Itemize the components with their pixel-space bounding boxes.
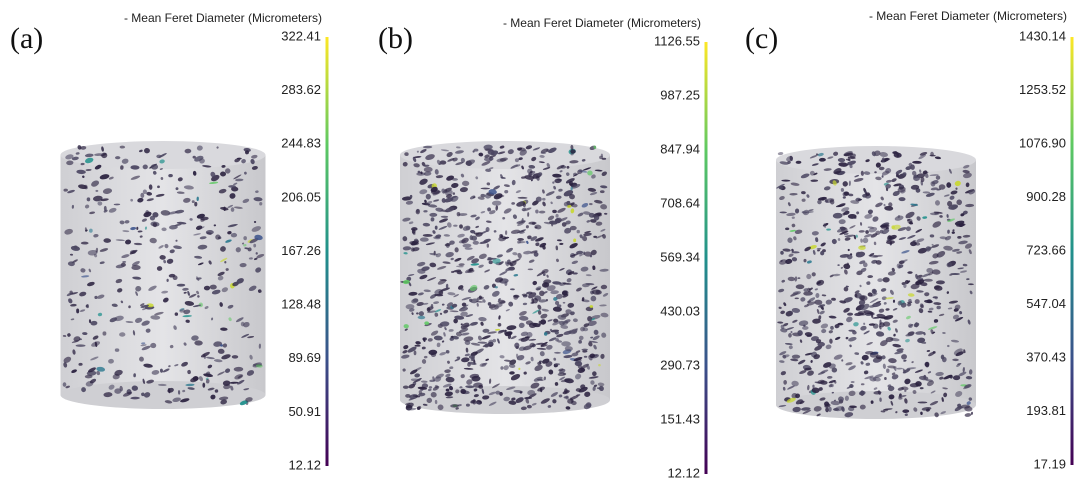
colorbar-tick-label: 1253.52 bbox=[1019, 82, 1066, 97]
pore bbox=[220, 344, 223, 346]
colorbar bbox=[326, 37, 329, 466]
pore bbox=[429, 213, 437, 217]
colorbar-tick-label: 370.43 bbox=[1026, 349, 1066, 364]
pore bbox=[405, 394, 410, 398]
colorbar-tick-label: 322.41 bbox=[281, 28, 321, 43]
colorbar-tick-label: 900.28 bbox=[1026, 189, 1066, 204]
colorbar bbox=[705, 42, 708, 474]
pore bbox=[518, 368, 520, 370]
colorbar-tick-label: 290.73 bbox=[660, 357, 700, 372]
pore bbox=[63, 189, 68, 192]
pore bbox=[151, 164, 158, 170]
colorbar-tick-label: 987.25 bbox=[660, 87, 700, 102]
colorbar-tick-label: 17.19 bbox=[1033, 456, 1066, 471]
colorbar-tick-label: 193.81 bbox=[1026, 403, 1066, 418]
colorbar-tick-label: 12.12 bbox=[667, 465, 700, 480]
colorbar-tick-label: 151.43 bbox=[660, 411, 700, 426]
colorbar-tick-label: 1126.55 bbox=[654, 33, 700, 48]
pore bbox=[63, 382, 67, 387]
colorbar-tick-label: 12.12 bbox=[288, 457, 321, 472]
colorbar-tick-label: 569.34 bbox=[660, 249, 700, 264]
pore bbox=[563, 302, 566, 304]
pore bbox=[95, 190, 98, 192]
pore bbox=[473, 241, 479, 245]
pore bbox=[194, 202, 197, 207]
panel: (c) - Mean Feret Diameter (Micrometers) 14… bbox=[745, 9, 1074, 471]
colorbar-tick-label: 167.26 bbox=[281, 243, 321, 258]
colorbar-tick-label: 1076.90 bbox=[1019, 135, 1066, 150]
pore bbox=[778, 152, 784, 156]
colorbar-tick-label: 206.05 bbox=[281, 189, 321, 204]
panel: (b) - Mean Feret Diameter (Micrometers) 11… bbox=[378, 16, 708, 480]
pore bbox=[812, 385, 814, 388]
pore bbox=[175, 312, 178, 316]
colorbar-title: - Mean Feret Diameter (Micrometers) bbox=[869, 9, 1067, 23]
panel-label: (a) bbox=[10, 22, 43, 55]
colorbar-tick-label: 50.91 bbox=[288, 404, 321, 419]
pore bbox=[964, 413, 971, 418]
pore bbox=[848, 214, 857, 219]
colorbar bbox=[1071, 37, 1074, 465]
colorbar-tick-label: 283.62 bbox=[281, 82, 321, 97]
pore bbox=[466, 404, 470, 407]
colorbar-tick-label: 723.66 bbox=[1026, 242, 1066, 257]
colorbar-tick-label: 708.64 bbox=[660, 195, 700, 210]
colorbar-title: - Mean Feret Diameter (Micrometers) bbox=[124, 11, 322, 25]
colorbar-tick-label: 128.48 bbox=[281, 297, 321, 312]
sample-top bbox=[776, 146, 976, 174]
panel-label: (c) bbox=[745, 22, 778, 55]
pore bbox=[792, 355, 800, 359]
colorbar-title: - Mean Feret Diameter (Micrometers) bbox=[503, 16, 701, 30]
pore bbox=[795, 298, 799, 300]
pore bbox=[570, 226, 577, 230]
colorbar-tick-label: 244.83 bbox=[281, 136, 321, 151]
pore bbox=[412, 229, 416, 234]
pore bbox=[915, 299, 920, 304]
colorbar-tick-label: 1430.14 bbox=[1019, 28, 1066, 43]
panel-label: (b) bbox=[378, 22, 413, 55]
pore bbox=[939, 184, 946, 189]
pore bbox=[883, 277, 890, 282]
pore bbox=[414, 350, 417, 355]
colorbar-tick-label: 89.69 bbox=[288, 350, 321, 365]
pore bbox=[420, 237, 429, 241]
colorbar-tick-label: 430.03 bbox=[660, 303, 700, 318]
panel: (a) - Mean Feret Diameter (Micrometers) 32… bbox=[10, 11, 329, 472]
colorbar-tick-label: 847.94 bbox=[660, 141, 700, 156]
pore bbox=[882, 175, 884, 178]
pore bbox=[231, 207, 235, 212]
pore bbox=[600, 190, 605, 193]
pore bbox=[81, 242, 89, 245]
figure: (a) - Mean Feret Diameter (Micrometers) 32… bbox=[0, 0, 1076, 480]
pore bbox=[232, 355, 239, 358]
colorbar-tick-label: 547.04 bbox=[1026, 296, 1066, 311]
pore bbox=[837, 264, 840, 266]
